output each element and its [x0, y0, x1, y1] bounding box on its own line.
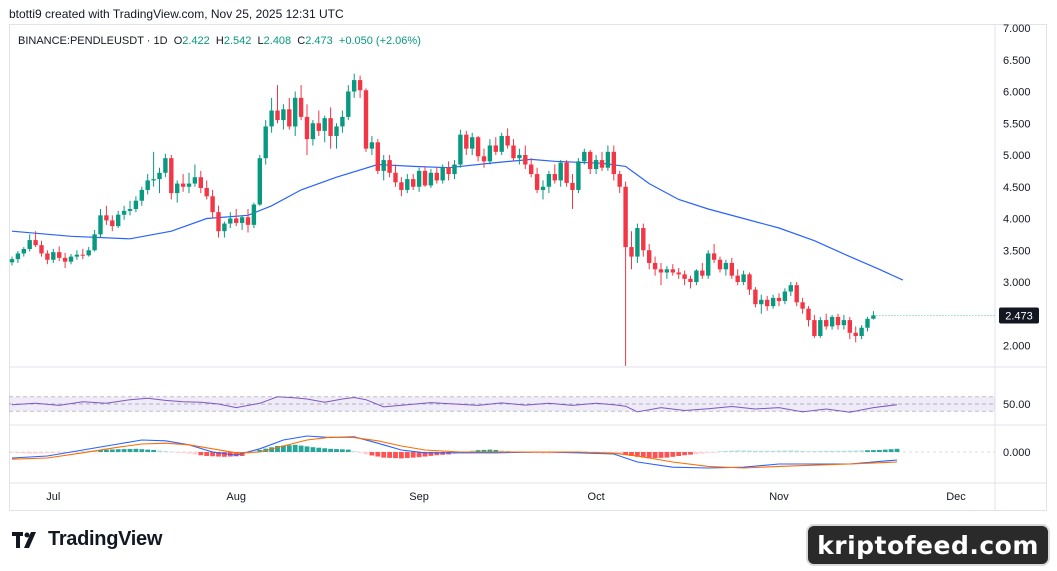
symbol-label[interactable]: BINANCE:PENDLEUSDT · 1D: [18, 35, 168, 47]
close-value: 2.473: [305, 35, 333, 47]
low-label: L: [257, 35, 264, 47]
watermark-badge: kriptofeed.com: [806, 524, 1050, 566]
tradingview-logo-text: TradingView: [48, 528, 163, 550]
high-value: 2.542: [223, 35, 252, 47]
open-label: O: [173, 35, 183, 47]
high-label: H: [215, 35, 224, 47]
tradingview-logo[interactable]: TradingView: [12, 528, 162, 551]
low-value: 2.408: [263, 35, 292, 47]
open-value: 2.422: [182, 35, 210, 47]
close-label: C: [297, 35, 306, 47]
attribution-text: btotti9 created with TradingView.com, No…: [9, 7, 344, 21]
chart-frame: [9, 24, 1047, 511]
tradingview-logo-icon: [12, 531, 36, 548]
ohlc-legend: BINANCE:PENDLEUSDT · 1D O2.422 H2.542 L2…: [18, 35, 421, 47]
change-value: +0.050 (+2.06%): [338, 35, 421, 47]
watermark-text: kriptofeed.com: [817, 530, 1039, 560]
